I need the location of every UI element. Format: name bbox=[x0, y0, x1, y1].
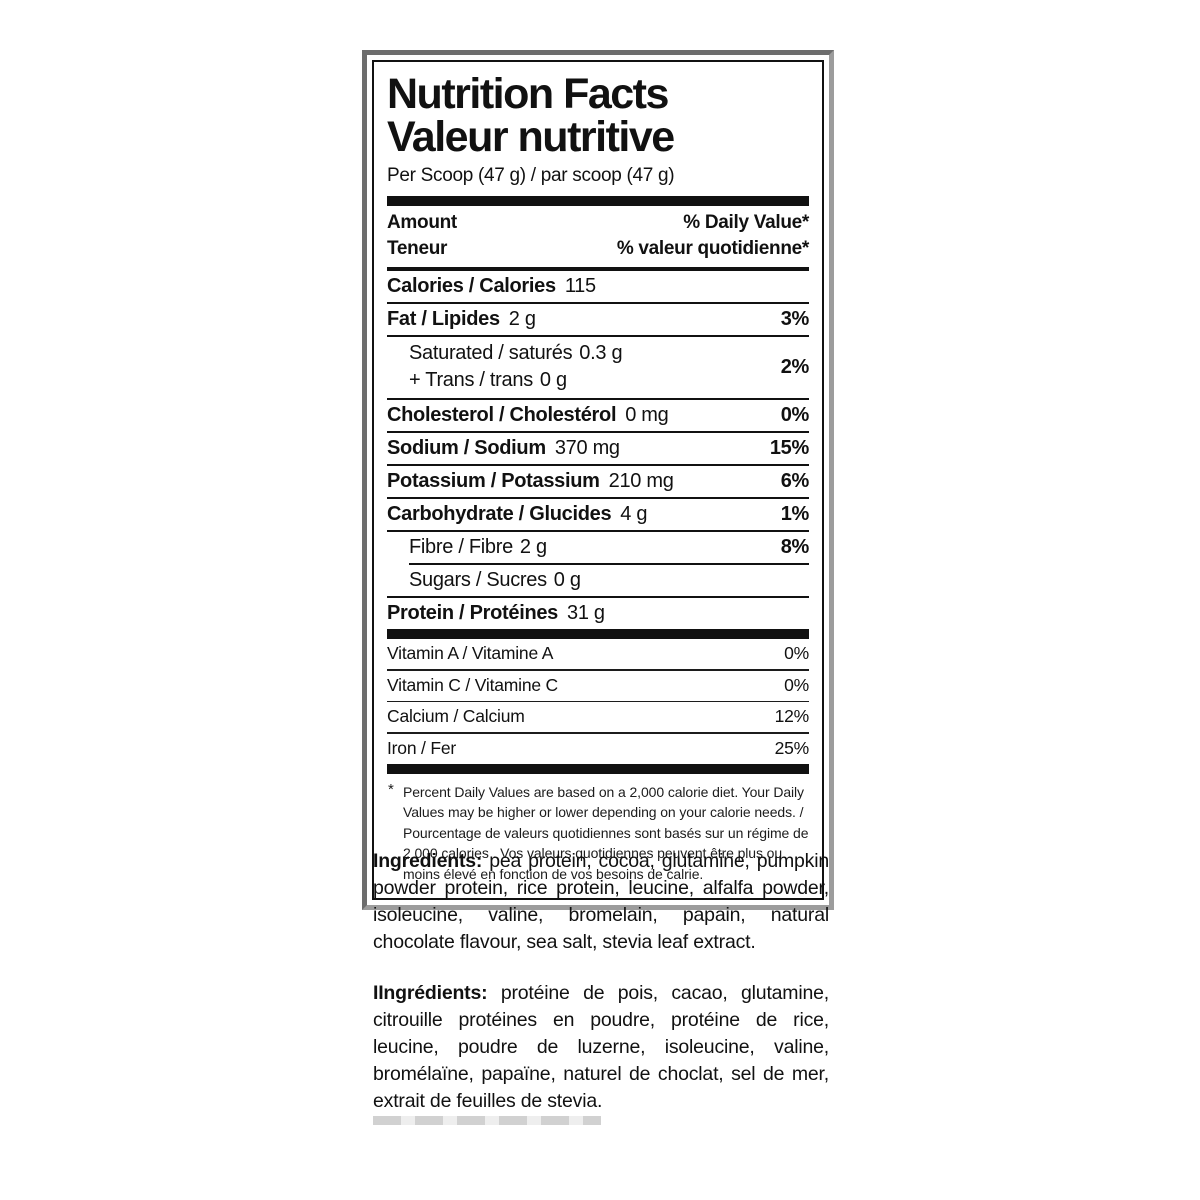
ingredients-en: Ingredients: pea protein, cocoa, glutami… bbox=[373, 848, 829, 956]
micronutrient-row-vitamin-c: Vitamin C / Vitamine C 0% bbox=[387, 671, 809, 701]
daily-value: 1% bbox=[780, 503, 810, 525]
nutrient-name: + Trans / trans bbox=[409, 369, 533, 391]
ingredients-section: Ingredients: pea protein, cocoa, glutami… bbox=[373, 848, 829, 1125]
header-amount-fr: Teneur bbox=[387, 238, 448, 259]
nutrient-row-carbohydrate: Carbohydrate / Glucides 4 g 1% bbox=[387, 499, 809, 530]
nutrient-value: 31 g bbox=[567, 602, 605, 624]
daily-value: 2% bbox=[780, 356, 810, 378]
header-amount-en: Amount bbox=[387, 212, 457, 233]
nutrient-row-sugars: Sugars / Sucres 0 g bbox=[387, 565, 809, 596]
micronutrient-row-iron: Iron / Fer 25% bbox=[387, 734, 809, 764]
column-header: Amount % Daily Value* Teneur % valeur qu… bbox=[387, 206, 809, 267]
header-dv-en: % Daily Value* bbox=[683, 212, 809, 233]
daily-value: 6% bbox=[780, 470, 810, 492]
nutrient-row-sodium: Sodium / Sodium 370 mg 15% bbox=[387, 433, 809, 464]
daily-value: 0% bbox=[784, 674, 809, 695]
nutrient-value: 210 mg bbox=[608, 470, 674, 492]
daily-value: 0% bbox=[784, 643, 809, 663]
daily-value: 25% bbox=[774, 737, 810, 758]
nutrient-row-fibre: Fibre / Fibre 2 g 8% bbox=[387, 532, 809, 563]
divider-medium bbox=[387, 267, 809, 271]
nutrient-name: Calcium / Calcium bbox=[387, 706, 525, 726]
nutrient-name: Fibre / Fibre bbox=[409, 536, 513, 558]
nutrient-value: 0 g bbox=[553, 569, 581, 591]
daily-value: 0% bbox=[780, 404, 810, 426]
nutrient-value: 2 g bbox=[519, 536, 547, 558]
ingredients-fr-label: IIngrédients: bbox=[373, 982, 488, 1004]
nutrition-facts-label: Nutrition Facts Valeur nutritive Per Sco… bbox=[372, 60, 824, 900]
footnote-asterisk: * bbox=[388, 780, 394, 798]
nutrient-value: 0 mg bbox=[625, 404, 669, 426]
ingredients-fr: IIngrédients: protéine de pois, cacao, g… bbox=[373, 980, 829, 1115]
daily-value: 3% bbox=[780, 308, 810, 330]
nutrient-row-potassium: Potassium / Potassium 210 mg 6% bbox=[387, 466, 809, 497]
nutrient-name: Vitamin C / Vitamine C bbox=[387, 674, 558, 695]
nutrient-name: Potassium / Potassium bbox=[387, 470, 600, 492]
nutrient-name: Fat / Lipides bbox=[387, 308, 500, 330]
nutrient-row-saturated-trans: Saturated / saturés 0.3 g + Trans / trans… bbox=[387, 337, 809, 398]
daily-value-footnote: * Percent Daily Values are based on a 2,… bbox=[387, 774, 809, 889]
divider-thick-bottom bbox=[387, 763, 809, 774]
nutrient-value: 370 mg bbox=[554, 437, 620, 459]
ingredients-en-text: pea protein, cocoa, glutamine, pumpkin p… bbox=[373, 850, 829, 953]
nutrient-row-cholesterol: Cholesterol / Cholestérol 0 mg 0% bbox=[387, 400, 809, 431]
nutrient-value: 2 g bbox=[508, 308, 536, 330]
footnote-text: Percent Daily Values are based on a 2,00… bbox=[403, 783, 809, 882]
nutrient-name: Sugars / Sucres bbox=[409, 569, 547, 591]
nutrient-name: Vitamin A / Vitamine A bbox=[387, 643, 554, 663]
scan-artifact-underline bbox=[373, 1116, 601, 1125]
ingredients-en-label: Ingredients: bbox=[373, 850, 483, 872]
nutrient-name: Sodium / Sodium bbox=[387, 437, 546, 459]
nutrient-row-protein: Protein / Protéines 31 g bbox=[387, 598, 809, 629]
label-title-en: Nutrition Facts bbox=[387, 70, 669, 118]
nutrient-value: 4 g bbox=[620, 503, 648, 525]
header-dv-fr: % valeur quotidienne* bbox=[616, 238, 809, 259]
nutrient-name: Protein / Protéines bbox=[387, 602, 559, 624]
nutrient-name: Cholesterol / Cholestérol bbox=[387, 404, 617, 426]
nutrient-row-calories: Calories / Calories 115 bbox=[387, 271, 809, 302]
daily-value: 15% bbox=[769, 437, 809, 459]
micronutrient-row-vitamin-a: Vitamin A / Vitamine A 0% bbox=[387, 639, 809, 669]
daily-value: 8% bbox=[780, 536, 810, 558]
nutrient-name: Calories / Calories bbox=[387, 275, 556, 297]
nutrition-label-frame: Nutrition Facts Valeur nutritive Per Sco… bbox=[362, 50, 834, 910]
serving-size: Per Scoop (47 g) / par scoop (47 g) bbox=[387, 165, 675, 186]
nutrient-row-fat: Fat / Lipides 2 g 3% bbox=[387, 304, 809, 335]
label-title-fr: Valeur nutritive bbox=[387, 113, 675, 161]
nutrient-value: 0 g bbox=[539, 369, 567, 391]
nutrient-name: Saturated / saturés bbox=[409, 342, 573, 364]
micronutrient-row-calcium: Calcium / Calcium 12% bbox=[387, 702, 809, 732]
nutrient-name: Iron / Fer bbox=[387, 737, 456, 758]
nutrient-value: 115 bbox=[564, 275, 596, 297]
nutrient-value: 0.3 g bbox=[579, 342, 623, 364]
daily-value: 12% bbox=[774, 706, 810, 726]
divider-thick-top bbox=[387, 196, 809, 206]
nutrient-name: Carbohydrate / Glucides bbox=[387, 503, 612, 525]
divider-thick-micro-top bbox=[387, 629, 809, 639]
ingredients-fr-text: protéine de pois, cacao, glutamine, citr… bbox=[373, 982, 829, 1112]
